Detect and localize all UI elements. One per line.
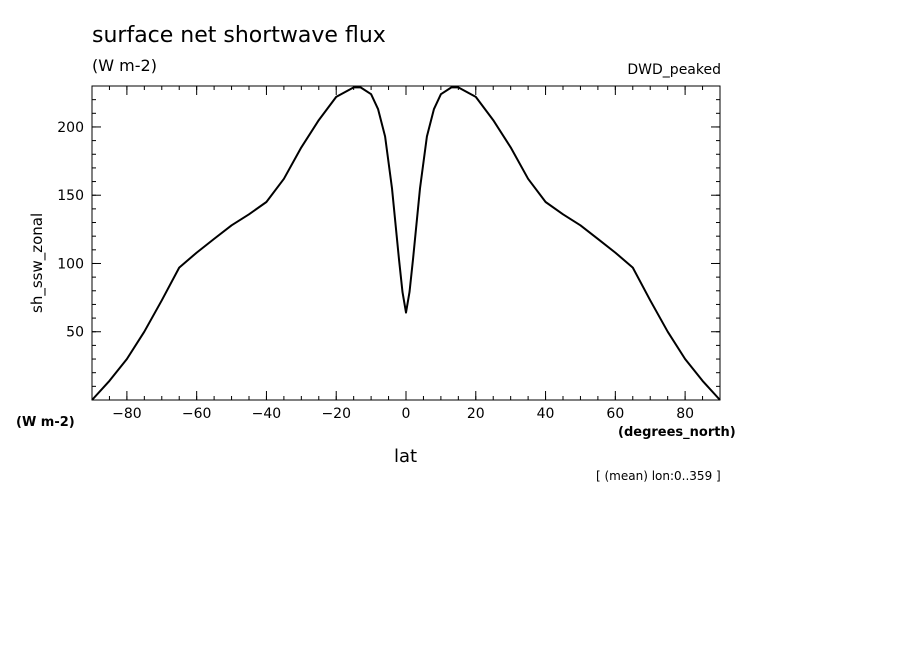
- x-tick-label: 60: [606, 406, 624, 422]
- x-axis-units: (degrees_north): [618, 425, 736, 440]
- x-tick-label: −60: [182, 406, 212, 422]
- y-tick-label: 50: [66, 325, 84, 341]
- x-axis-label: lat: [394, 446, 418, 467]
- chart-title: surface net shortwave flux: [92, 23, 386, 48]
- x-tick-label: 40: [537, 406, 555, 422]
- y-tick-label: 200: [57, 120, 84, 136]
- footnote: [ (mean) lon:0..359 ]: [596, 469, 721, 483]
- y-axis-units: (W m-2): [16, 415, 75, 430]
- plot-frame: [91, 85, 721, 401]
- series-line: [91, 86, 721, 401]
- x-tick-label: −80: [112, 406, 142, 422]
- x-tick-label: 0: [402, 406, 411, 422]
- y-tick-label: 100: [57, 256, 84, 272]
- x-tick-label: −40: [252, 406, 282, 422]
- x-tick-label: 20: [467, 406, 485, 422]
- chart-subtitle: (W m-2): [92, 56, 157, 75]
- x-tick-label: −20: [321, 406, 351, 422]
- x-tick-label: 80: [676, 406, 694, 422]
- dataset-label: DWD_peaked: [627, 62, 721, 78]
- y-tick-label: 150: [57, 188, 84, 204]
